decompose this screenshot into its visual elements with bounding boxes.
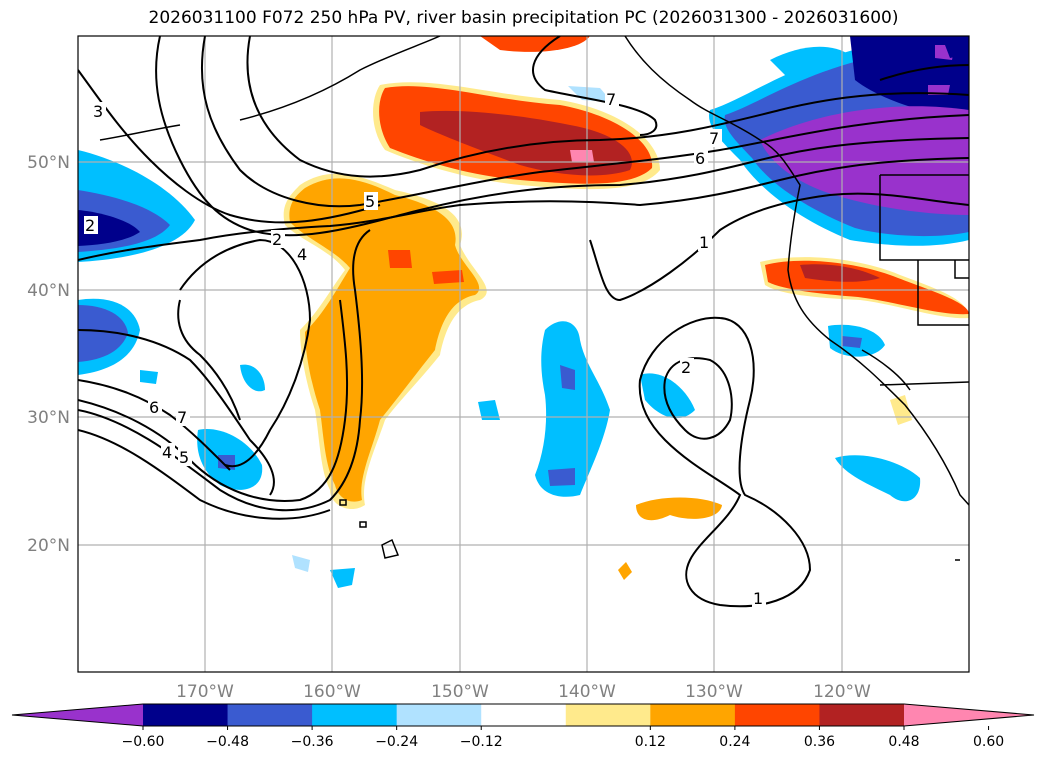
- lat-label: 20°N: [27, 536, 70, 556]
- coastlines: [99, 36, 969, 561]
- gridlines: [78, 36, 969, 672]
- positive-anomaly-region: [480, 36, 590, 52]
- negative-anomaly-region: [945, 40, 965, 58]
- negative-anomaly-region: [78, 305, 128, 362]
- colorbar-segment: [650, 704, 736, 726]
- negative-anomaly-region: [478, 400, 500, 420]
- pv-contours: [78, 36, 969, 608]
- lon-label: 140°W: [558, 682, 616, 702]
- contour-label: 2: [681, 358, 691, 377]
- negative-anomaly-region: [240, 364, 265, 392]
- lat-label: 40°N: [27, 281, 70, 301]
- colorbar-segment: [396, 704, 482, 726]
- lat-label: 30°N: [27, 408, 70, 428]
- negative-anomaly-region: [560, 365, 575, 390]
- contour-label: 7: [177, 408, 187, 427]
- lon-label: 120°W: [813, 682, 871, 702]
- colorbar-tick-label: 0.48: [888, 734, 919, 750]
- colorbar-segment: [143, 704, 229, 726]
- colorbar-tick-label: −0.48: [206, 734, 249, 750]
- colorbar-segment: [227, 704, 313, 726]
- colorbar-tick-label: −0.60: [122, 734, 165, 750]
- colorbar-extend-min: [12, 704, 143, 726]
- lat-axis-labels: 50°N 40°N 30°N 20°N: [27, 153, 70, 556]
- negative-anomaly-region: [548, 468, 575, 486]
- map-title: 2026031100 F072 250 hPa PV, river basin …: [148, 8, 899, 28]
- contour-label: 3: [93, 102, 103, 121]
- positive-anomaly-region: [570, 150, 594, 162]
- colorbar: −0.60 −0.48 −0.36 −0.24 −0.12 0.12 0.24 0.36 0.4…: [11, 703, 1035, 750]
- contour-label: 4: [297, 245, 307, 264]
- positive-anomaly-region: [289, 178, 480, 502]
- contour-labels: 3 2 4 5 6 7 1 2 1 6 7 4 5 7 2: [84, 90, 766, 608]
- positive-anomaly-region: [388, 250, 412, 268]
- negative-anomaly-region: [835, 455, 921, 502]
- colorbar-tick-label: 0.36: [804, 734, 835, 750]
- colorbar-segment: [565, 704, 651, 726]
- contour-label: 6: [695, 149, 705, 168]
- positive-anomaly-region: [432, 270, 464, 284]
- contour-label: 1: [753, 589, 763, 608]
- contour-label: 2: [272, 230, 282, 249]
- contour-label: 4: [162, 443, 172, 462]
- negative-anomaly-region: [535, 321, 610, 497]
- negative-anomaly-region: [330, 568, 355, 588]
- colorbar-tick-label: 0.12: [635, 734, 666, 750]
- negative-anomaly-region: [568, 86, 612, 102]
- negative-anomaly-region: [770, 46, 850, 76]
- contour-label: 6: [149, 398, 159, 417]
- negative-anomaly-region: [140, 370, 158, 384]
- colorbar-segment: [312, 704, 398, 726]
- contour-label: 5: [179, 448, 189, 467]
- colorbar-extend-max: [904, 704, 1034, 726]
- contour-label: 1: [699, 233, 709, 252]
- positive-anomaly-region: [618, 562, 632, 580]
- lon-label: 170°W: [176, 682, 234, 702]
- contour-label: 5: [365, 192, 375, 211]
- colorbar-tick-label: −0.36: [291, 734, 334, 750]
- colorbar-tick-label: −0.24: [375, 734, 418, 750]
- lon-label: 130°W: [685, 682, 743, 702]
- lon-label: 160°W: [303, 682, 361, 702]
- precip-shading: [78, 36, 969, 588]
- contour-label: 7: [709, 129, 719, 148]
- positive-anomaly-region: [636, 497, 722, 521]
- contour-label: 7: [606, 90, 616, 109]
- negative-anomaly-region: [640, 373, 695, 419]
- positive-anomaly-region: [800, 264, 880, 282]
- colorbar-segment: [734, 704, 820, 726]
- colorbar-segment: [819, 704, 905, 726]
- map-border: [77, 35, 970, 673]
- contour-label: 2: [85, 216, 95, 235]
- colorbar-segment: [481, 704, 567, 726]
- lon-label: 150°W: [431, 682, 489, 702]
- lat-label: 50°N: [27, 153, 70, 173]
- lon-axis-labels: 170°W 160°W 150°W 140°W 130°W 120°W: [176, 682, 871, 702]
- negative-anomaly-region: [292, 555, 310, 572]
- negative-anomaly-region: [842, 336, 862, 348]
- colorbar-tick-label: 0.24: [719, 734, 750, 750]
- colorbar-tick-label: −0.12: [460, 734, 503, 750]
- colorbar-tick-label: 0.60: [973, 734, 1004, 750]
